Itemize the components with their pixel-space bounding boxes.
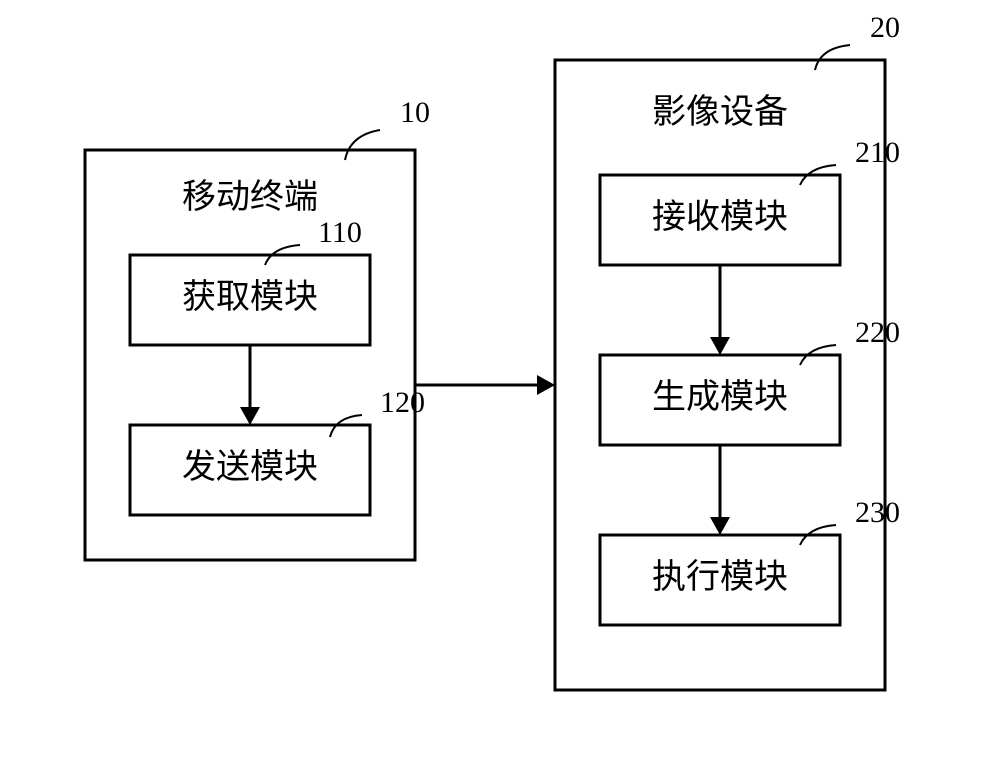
mobile-terminal-title: 移动终端 [182,178,318,216]
mobile-terminal-acquire-id: 110 [318,216,362,249]
mobile-terminal-leader [345,130,380,160]
imaging-device-generate-id: 220 [855,316,900,349]
imaging-device-receive-id: 210 [855,136,900,169]
mobile-terminal-inner-arrow-head [240,407,260,425]
mobile-terminal-send-label: 发送模块 [182,448,318,486]
imaging-device-generate-label: 生成模块 [652,378,788,416]
imaging-device-title: 影像设备 [652,93,788,131]
mobile-terminal-id: 10 [400,96,430,129]
imaging-device-inner-arrow-0-head [710,337,730,355]
imaging-device-receive-label: 接收模块 [652,198,788,236]
block-diagram: 移动终端 10 获取模块110 发送模块 120 影像设备 20 接收模块 210 生成模块 220… [0,0,1000,760]
imaging-device-execute-id: 230 [855,496,900,529]
mobile-terminal-send-id: 120 [380,386,425,419]
imaging-device-execute-label: 执行模块 [652,558,788,596]
mobile-terminal-acquire-label: 获取模块 [182,278,318,316]
imaging-device-id: 20 [870,11,900,44]
connector-arrow-head [537,375,555,395]
imaging-device-leader [815,45,850,70]
imaging-device-inner-arrow-1-head [710,517,730,535]
